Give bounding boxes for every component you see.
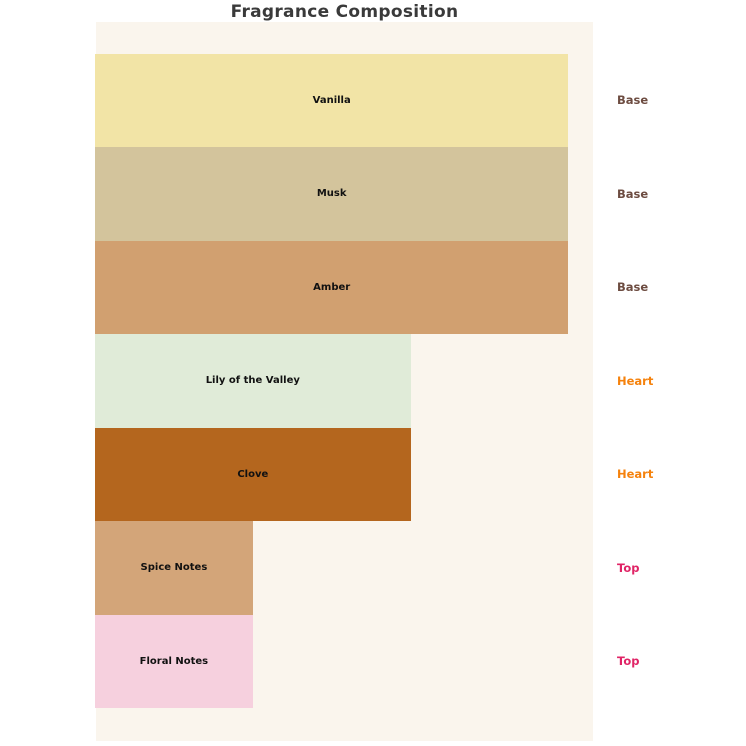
bar-segment: Spice Notes — [95, 521, 253, 615]
chart-title: Fragrance Composition — [230, 2, 459, 22]
group-label: Top — [617, 560, 640, 575]
bar-label: Vanilla — [312, 94, 351, 106]
group-label: Heart — [617, 467, 654, 482]
bar-segment: Clove — [95, 427, 411, 521]
bar-label: Floral Notes — [139, 655, 209, 667]
group-label: Base — [617, 93, 649, 108]
group-label: Base — [617, 186, 649, 201]
bar-segment: Floral Notes — [95, 614, 253, 708]
bar-segment: Amber — [95, 240, 569, 334]
group-label: Heart — [617, 373, 654, 388]
bar-label: Musk — [316, 188, 347, 200]
bar-label: Amber — [313, 281, 351, 293]
group-label: Top — [617, 654, 640, 669]
bar-segment: Lily of the Valley — [95, 334, 411, 428]
bar-segment: Musk — [95, 147, 569, 241]
bar-segment: Vanilla — [95, 53, 569, 147]
bar-label: Lily of the Valley — [205, 375, 300, 387]
group-label: Base — [617, 280, 649, 295]
bar-label: Clove — [237, 468, 269, 480]
bar-label: Spice Notes — [140, 562, 208, 574]
